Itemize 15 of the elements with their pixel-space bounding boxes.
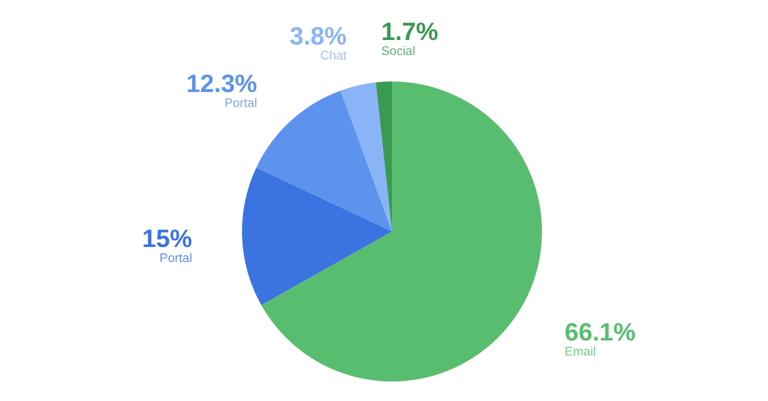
data-label: 12.3% [186, 70, 258, 98]
pie-slice [242, 168, 392, 306]
data-label: 66.1% [564, 318, 636, 346]
pie-slice [261, 82, 542, 382]
slice-label: Portal [159, 250, 192, 265]
slice-label: Chat [320, 48, 348, 63]
slice-label: Portal [224, 96, 258, 110]
slice-label: Social [381, 44, 416, 58]
slice-label: Email [564, 344, 596, 358]
pie-slice [340, 82, 392, 232]
pie-slice [256, 90, 392, 232]
data-label: 3.8% [290, 22, 347, 51]
data-label: 15% [142, 224, 192, 253]
data-label: 1.7% [381, 18, 438, 46]
pie-slice [376, 82, 392, 232]
